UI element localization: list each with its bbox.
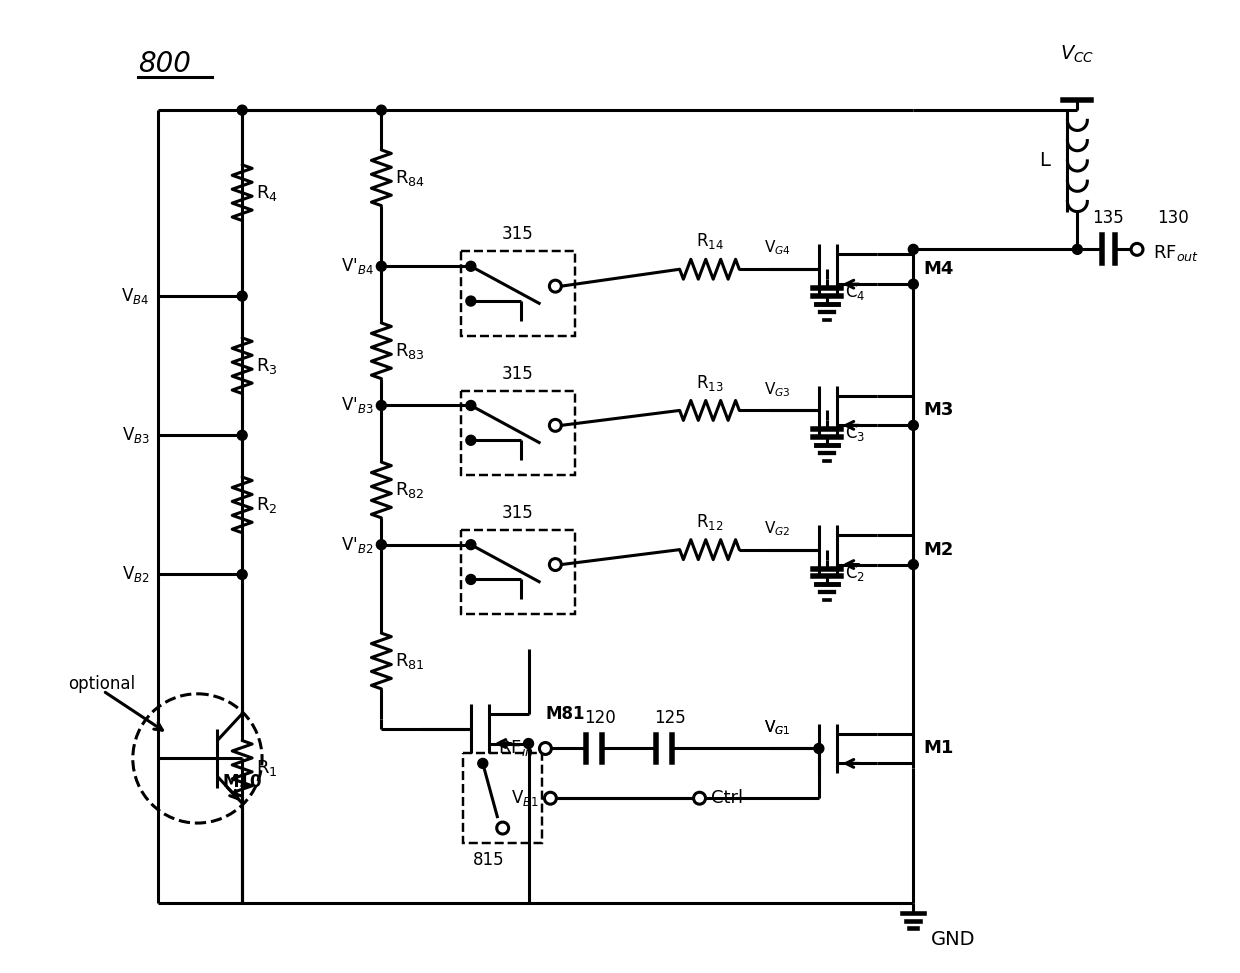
Circle shape [693, 792, 706, 804]
Circle shape [377, 540, 387, 550]
Text: 125: 125 [653, 708, 686, 727]
Circle shape [544, 792, 557, 804]
Text: 120: 120 [584, 708, 616, 727]
Text: RF$_{out}$: RF$_{out}$ [1153, 243, 1199, 264]
Circle shape [813, 743, 823, 753]
Text: R$_4$: R$_4$ [257, 183, 278, 202]
Text: V'$_{B3}$: V'$_{B3}$ [341, 395, 373, 415]
Circle shape [539, 742, 552, 754]
Circle shape [237, 291, 247, 301]
Text: 130: 130 [1157, 209, 1189, 228]
Circle shape [466, 401, 476, 411]
Circle shape [909, 420, 919, 430]
Circle shape [237, 105, 247, 115]
Circle shape [237, 430, 247, 440]
Text: M81: M81 [546, 704, 585, 723]
Circle shape [497, 822, 508, 834]
Circle shape [549, 419, 562, 431]
Circle shape [466, 296, 476, 306]
Text: V$_{G3}$: V$_{G3}$ [764, 379, 791, 399]
Text: V$_{G1}$: V$_{G1}$ [764, 718, 791, 737]
Text: V$_{B4}$: V$_{B4}$ [122, 286, 150, 306]
Circle shape [477, 758, 487, 769]
Circle shape [523, 739, 533, 748]
Text: V$_{G2}$: V$_{G2}$ [764, 519, 791, 538]
Text: R$_3$: R$_3$ [257, 356, 278, 376]
Text: V'$_{B4}$: V'$_{B4}$ [341, 256, 373, 276]
Text: Ctrl: Ctrl [712, 789, 744, 808]
Circle shape [1073, 244, 1083, 254]
Circle shape [1131, 243, 1143, 255]
Text: 315: 315 [502, 226, 533, 243]
Text: C$_2$: C$_2$ [844, 562, 864, 583]
Bar [463, 753, 542, 843]
Text: R$_{82}$: R$_{82}$ [396, 480, 425, 500]
Text: C$_3$: C$_3$ [844, 423, 866, 444]
Circle shape [909, 559, 919, 569]
Bar [461, 390, 575, 475]
Circle shape [466, 435, 476, 446]
Text: R$_{12}$: R$_{12}$ [696, 512, 723, 531]
Text: 815: 815 [472, 851, 505, 869]
Text: R$_{81}$: R$_{81}$ [396, 651, 425, 671]
Text: 315: 315 [502, 365, 533, 382]
Circle shape [377, 401, 387, 411]
Text: V'$_{B2}$: V'$_{B2}$ [341, 535, 373, 555]
Text: L: L [1039, 152, 1049, 170]
Text: M2: M2 [924, 541, 954, 559]
Text: V$_{G1}$: V$_{G1}$ [764, 718, 791, 737]
Text: 135: 135 [1092, 209, 1125, 228]
Text: R$_{14}$: R$_{14}$ [696, 232, 723, 251]
Text: M4: M4 [924, 260, 954, 278]
Text: V$_{B3}$: V$_{B3}$ [122, 425, 150, 446]
Text: RF$_{in}$: RF$_{in}$ [497, 739, 533, 759]
Circle shape [377, 105, 387, 115]
Circle shape [466, 540, 476, 550]
Bar [461, 529, 575, 614]
Circle shape [377, 262, 387, 271]
Text: M1: M1 [924, 739, 954, 758]
Circle shape [466, 574, 476, 585]
Text: 800: 800 [138, 51, 191, 79]
Text: C$_4$: C$_4$ [844, 282, 866, 302]
Circle shape [909, 244, 919, 254]
Text: R$_2$: R$_2$ [257, 495, 278, 515]
Text: R$_{83}$: R$_{83}$ [396, 341, 425, 361]
Text: optional: optional [68, 675, 135, 693]
Text: V$_{G4}$: V$_{G4}$ [764, 238, 791, 257]
Bar [461, 251, 575, 336]
Circle shape [466, 262, 476, 271]
Circle shape [909, 279, 919, 289]
Text: $V_{CC}$: $V_{CC}$ [1060, 44, 1095, 65]
Text: R$_{84}$: R$_{84}$ [396, 167, 425, 188]
Circle shape [549, 559, 562, 570]
Text: V$_{B2}$: V$_{B2}$ [122, 564, 150, 585]
Text: M10: M10 [222, 774, 262, 791]
Text: V$_{B1}$: V$_{B1}$ [511, 788, 538, 809]
Text: M3: M3 [924, 402, 954, 419]
Circle shape [237, 569, 247, 580]
Text: GND: GND [931, 930, 976, 950]
Text: 315: 315 [502, 504, 533, 522]
Text: R$_{13}$: R$_{13}$ [696, 373, 723, 392]
Text: R$_1$: R$_1$ [257, 758, 278, 778]
Circle shape [549, 280, 562, 292]
